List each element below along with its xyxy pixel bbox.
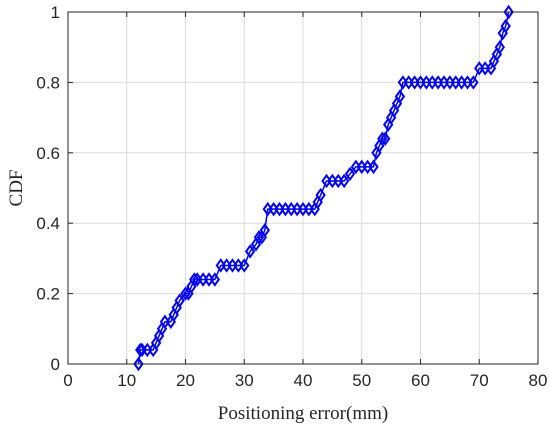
- data-point-diamond: [377, 131, 388, 146]
- x-tick-label: 10: [117, 371, 136, 390]
- data-point-diamond: [135, 342, 146, 358]
- data-point-diamond: [500, 18, 511, 34]
- data-point-diamond: [180, 286, 191, 301]
- x-tick-label: 0: [63, 371, 72, 390]
- data-point-diamond: [209, 272, 221, 287]
- data-point-diamond: [174, 293, 185, 308]
- data-point-diamond: [494, 39, 506, 55]
- x-tick-label: 80: [529, 371, 548, 390]
- data-point-diamond: [368, 159, 379, 175]
- y-tick-label: 0.2: [36, 285, 60, 304]
- y-tick-label: 0: [51, 355, 60, 374]
- data-point-diamond: [315, 187, 326, 203]
- x-axis-label: Positioning error(mm): [218, 403, 388, 424]
- data-point-diamond: [468, 75, 479, 90]
- data-point-diamond: [380, 131, 391, 146]
- y-tick-label: 0.6: [36, 144, 60, 163]
- data-series: [133, 4, 514, 372]
- data-point-diamond: [133, 356, 144, 372]
- x-tick-label: 60: [411, 371, 430, 390]
- data-point-diamond: [253, 230, 265, 245]
- y-axis-label: CDF: [6, 170, 27, 207]
- x-tick-label: 40: [294, 371, 313, 390]
- axis-ticks: 0 10 20 30 40 50 60 70 80 0 0.2 0.4 0.6 0.8 1: [36, 3, 547, 390]
- x-tick-label: 20: [176, 371, 195, 390]
- data-point-diamond: [338, 173, 350, 189]
- data-point-diamond: [244, 244, 256, 259]
- data-point-diamond: [259, 223, 271, 238]
- y-tick-label: 1: [51, 3, 60, 22]
- y-tick-label: 0.4: [36, 214, 60, 233]
- x-tick-label: 70: [470, 371, 489, 390]
- data-point-diamond: [344, 166, 356, 182]
- data-point-diamond: [239, 258, 250, 273]
- data-point-diamond: [189, 272, 200, 287]
- data-point-diamond: [394, 89, 406, 104]
- x-tick-label: 50: [352, 371, 371, 390]
- x-tick-label: 30: [235, 371, 254, 390]
- data-point-diamond: [503, 4, 514, 20]
- y-tick-label: 0.8: [36, 73, 60, 92]
